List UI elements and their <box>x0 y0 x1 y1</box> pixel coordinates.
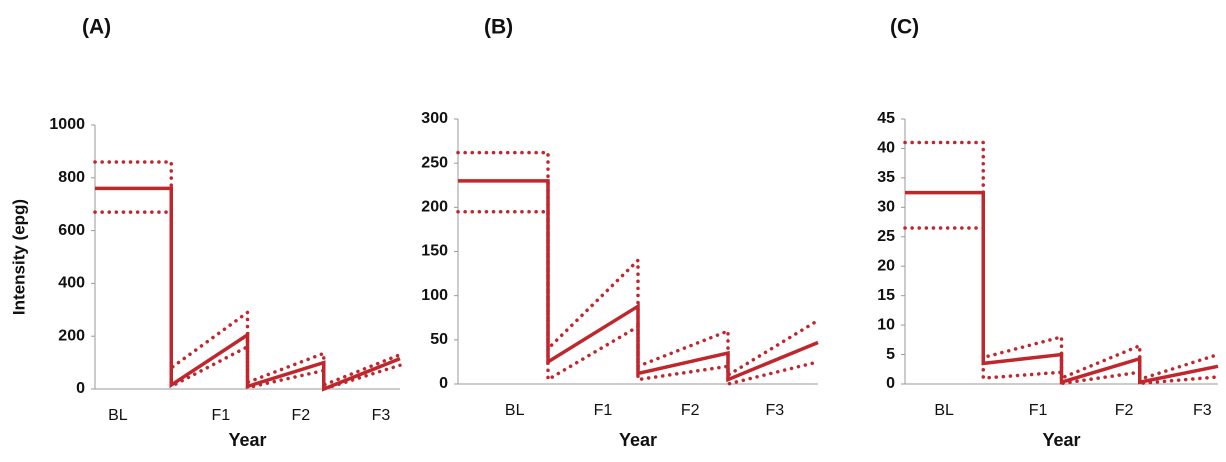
y-tick-label: 35 <box>877 169 895 186</box>
y-tick-label: 45 <box>877 110 895 127</box>
x-tick-label: F2 <box>292 407 311 424</box>
y-tick-label: 0 <box>76 380 85 397</box>
x-axis-label: Year <box>1042 430 1080 450</box>
x-axis-label: Year <box>228 430 266 450</box>
ci-line <box>93 210 402 392</box>
y-tick-label: 300 <box>421 110 448 127</box>
ci-line <box>456 150 820 379</box>
ci-line <box>903 226 1220 386</box>
y-tick-label: 1000 <box>49 116 85 133</box>
ci-line <box>456 210 820 387</box>
ci-line <box>93 160 402 388</box>
y-tick-label: 30 <box>877 199 895 216</box>
x-tick-label: F3 <box>1193 402 1212 419</box>
y-tick-label: 800 <box>58 169 85 186</box>
y-tick-label: 0 <box>439 375 448 392</box>
x-tick-label: F2 <box>681 402 700 419</box>
x-tick-label: F1 <box>594 402 613 419</box>
y-tick-label: 250 <box>421 154 448 171</box>
y-tick-label: 10 <box>877 316 895 333</box>
y-tick-label: 20 <box>877 257 895 274</box>
y-tick-label: 200 <box>58 327 85 344</box>
x-tick-label: BL <box>108 407 128 424</box>
y-tick-label: 400 <box>58 275 85 292</box>
y-tick-label: 0 <box>886 375 895 392</box>
y-axis-label: Intensity (epg) <box>9 199 28 315</box>
y-tick-label: 200 <box>421 199 448 216</box>
y-tick-label: 100 <box>421 287 448 304</box>
x-tick-label: F2 <box>1115 402 1134 419</box>
x-tick-label: F1 <box>1029 402 1048 419</box>
y-tick-label: 15 <box>877 287 895 304</box>
x-tick-label: F1 <box>211 407 230 424</box>
x-tick-label: BL <box>934 402 954 419</box>
x-tick-label: BL <box>505 402 525 419</box>
y-tick-label: 25 <box>877 228 895 245</box>
panel-title: (C) <box>890 16 919 39</box>
y-tick-label: 150 <box>421 243 448 260</box>
panel-title: (B) <box>484 16 513 39</box>
y-tick-label: 50 <box>430 331 448 348</box>
y-tick-label: 5 <box>886 346 895 363</box>
y-tick-label: 40 <box>877 140 895 157</box>
x-tick-label: F3 <box>765 402 784 419</box>
ci-line <box>903 140 1220 382</box>
x-tick-label: F3 <box>372 407 391 424</box>
y-tick-label: 600 <box>58 222 85 239</box>
x-axis-label: Year <box>619 430 657 450</box>
panel-title: (A) <box>82 16 111 39</box>
